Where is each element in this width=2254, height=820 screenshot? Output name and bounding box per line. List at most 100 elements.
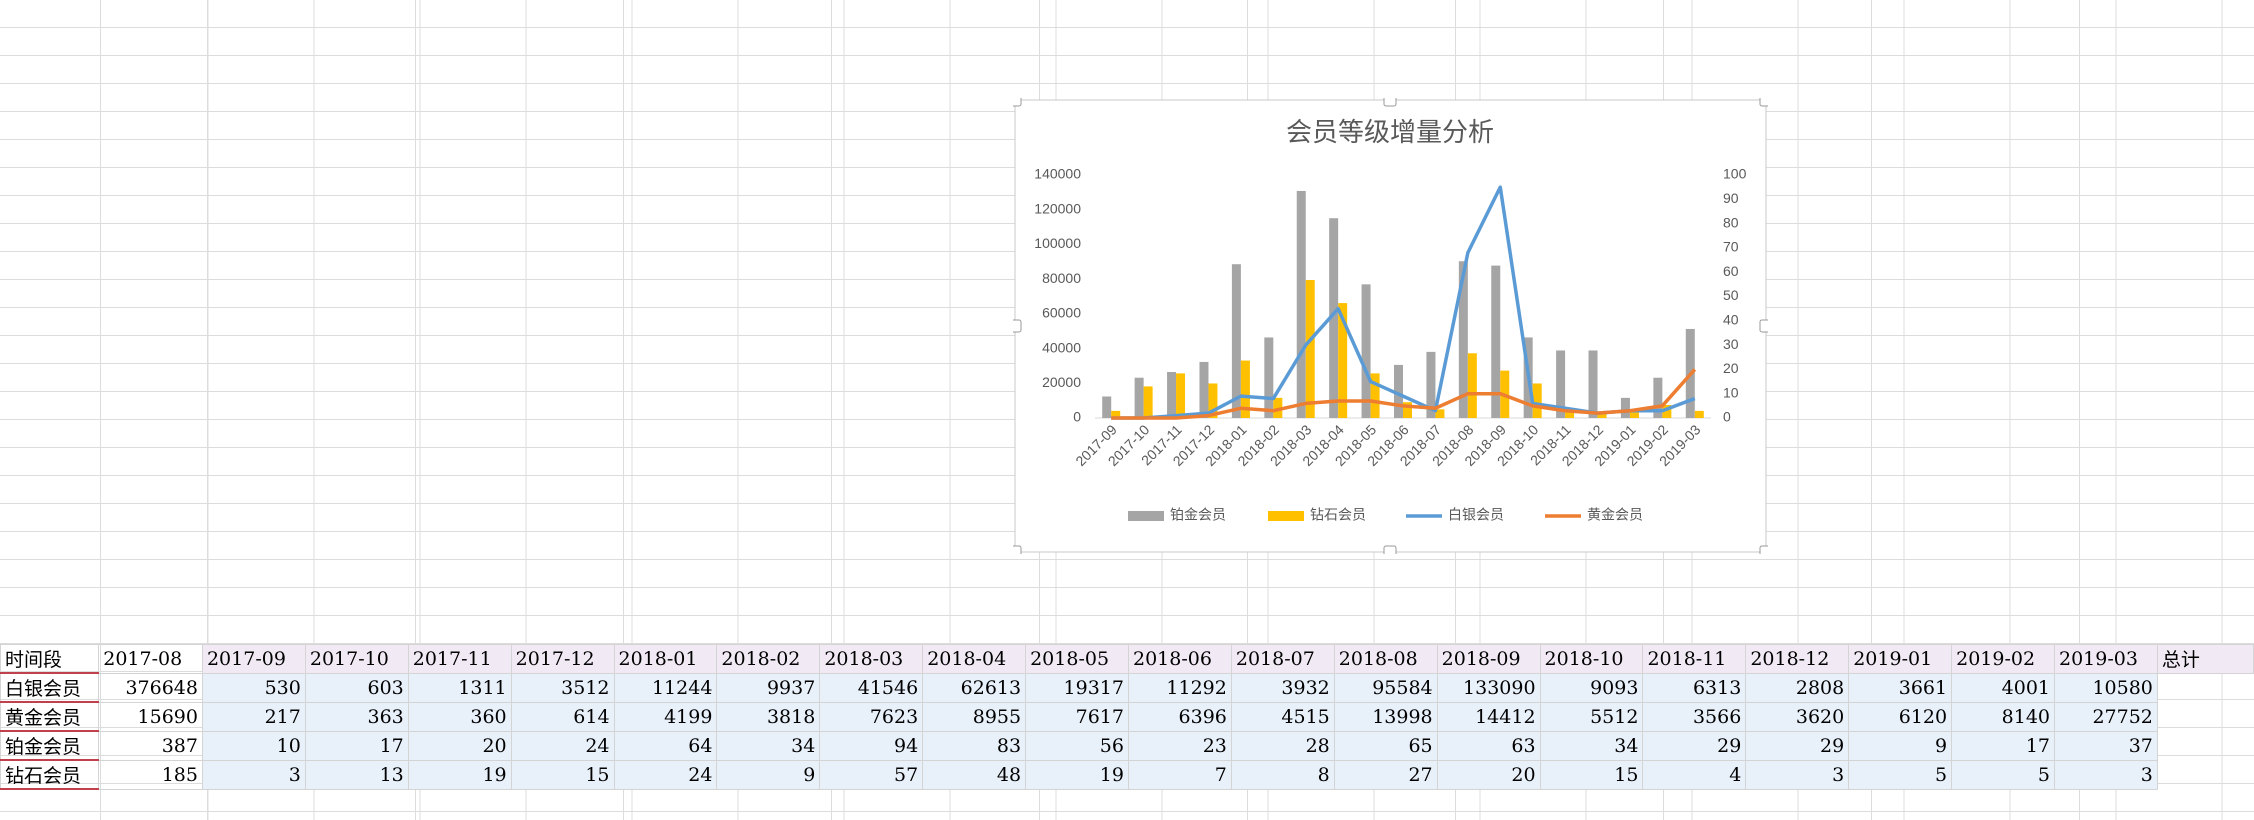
cell: 185 (98, 759, 203, 790)
cell: 13 (304, 759, 409, 790)
bar (1597, 413, 1607, 418)
y-tick-label: 20000 (1042, 374, 1081, 390)
resize-handle (1759, 98, 1768, 107)
bar (1361, 284, 1371, 418)
cell: 37 (2054, 730, 2158, 761)
header-cell: 2018-06 (1127, 644, 1232, 674)
legend-swatch (1268, 511, 1304, 521)
header-cell: 2018-01 (613, 644, 718, 674)
cell: 3512 (510, 672, 615, 703)
header-cell: 2017-11 (407, 644, 512, 674)
header-cell: 2019-03 (2054, 644, 2158, 674)
resize-handle (1759, 545, 1768, 554)
cell: 7617 (1025, 701, 1129, 732)
cell: 56 (1025, 730, 1129, 761)
cell: 4 (1642, 759, 1747, 790)
legend-label: 铂金会员 (1170, 507, 1226, 523)
bar (1394, 364, 1403, 418)
cell: 3661 (1848, 672, 1953, 703)
y-tick-label: 0 (1073, 409, 1081, 425)
cell: 4515 (1230, 701, 1335, 732)
cell: 10580 (2054, 672, 2158, 703)
bar (1296, 190, 1306, 418)
row-label: 钻石会员 (0, 759, 100, 790)
cell: 62613 (922, 672, 1027, 703)
y2-tick-label: 40 (1723, 312, 1739, 328)
cell: 65 (1333, 730, 1438, 761)
bar (1556, 350, 1566, 418)
y-tick-label: 40000 (1042, 339, 1081, 355)
header-cell: 2017-10 (304, 644, 409, 674)
bar (1102, 396, 1112, 418)
cell: 14412 (1436, 701, 1541, 732)
cell: 17 (1951, 730, 2055, 761)
y2-tick-label: 80 (1723, 214, 1739, 230)
cell: 63 (1436, 730, 1541, 761)
cell: 4199 (613, 701, 718, 732)
cell: 6120 (1848, 701, 1953, 732)
data-table: 时间段 2017-08 2017-09 2017-10 2017-11 2017-12 20… (0, 644, 2254, 790)
bar (1403, 402, 1412, 418)
cell: 8 (1230, 759, 1335, 790)
bar (1662, 404, 1672, 418)
cell: 3 (2054, 759, 2158, 790)
header-row: 时间段 2017-08 2017-09 2017-10 2017-11 2017-12 20… (0, 644, 2254, 674)
legend-label: 白银会员 (1448, 507, 1504, 523)
cell: 83 (922, 730, 1027, 761)
cell: 19317 (1025, 672, 1129, 703)
header-cell: 2018-08 (1333, 644, 1438, 674)
legend-label: 黄金会员 (1587, 507, 1643, 523)
y-tick-label: 80000 (1042, 270, 1081, 286)
y2-tick-label: 20 (1723, 360, 1739, 376)
cell: 376648 (98, 672, 203, 703)
resize-handle (1383, 98, 1397, 107)
bar (1435, 409, 1445, 418)
bar (1134, 377, 1144, 418)
cell: 13998 (1333, 701, 1438, 732)
bar (1694, 410, 1704, 418)
cell: 614 (510, 701, 615, 732)
header-cell: 2018-02 (716, 644, 821, 674)
cell: 64 (613, 730, 718, 761)
bar (1338, 303, 1348, 418)
y2-tick-label: 60 (1723, 263, 1739, 279)
cell: 9937 (716, 672, 821, 703)
cell: 387 (98, 730, 203, 761)
cell: 9093 (1539, 672, 1644, 703)
cell: 3620 (1745, 701, 1850, 732)
cell: 23 (1127, 730, 1232, 761)
y-tick-label: 60000 (1042, 305, 1081, 321)
cell: 27 (1333, 759, 1438, 790)
row-label: 铂金会员 (0, 730, 100, 761)
cell: 15 (510, 759, 615, 790)
header-cell: 2018-05 (1025, 644, 1129, 674)
y2-tick-label: 50 (1723, 287, 1739, 303)
cell: 9 (716, 759, 821, 790)
bar (1532, 383, 1542, 418)
cell: 9 (1848, 730, 1953, 761)
cell: 20 (1436, 759, 1541, 790)
cell: 27752 (2054, 701, 2158, 732)
bar (1588, 350, 1598, 418)
cell: 8140 (1951, 701, 2055, 732)
cell: 17 (304, 730, 409, 761)
data-row: 铂金会员 387 10 17 20 24 64 34 94 83 56 23 28 65 63 34 29 29 9… (0, 730, 2254, 761)
bar (1329, 218, 1339, 418)
y2-tick-label: 0 (1723, 409, 1731, 425)
bar (1111, 410, 1121, 418)
cell: 15 (1539, 759, 1644, 790)
header-cell: 2017-09 (201, 644, 306, 674)
header-cell: 2018-11 (1642, 644, 1747, 674)
cell: 7623 (819, 701, 924, 732)
cell: 8955 (922, 701, 1027, 732)
cell: 24 (613, 759, 718, 790)
bar (1176, 373, 1186, 418)
cell: 603 (304, 672, 409, 703)
chart-frame[interactable] (1014, 99, 1767, 553)
cell: 48 (922, 759, 1027, 790)
resize-handle (1013, 545, 1022, 554)
bar (1208, 383, 1218, 418)
y2-tick-label: 100 (1723, 166, 1747, 182)
cell: 95584 (1333, 672, 1438, 703)
cell: 19 (407, 759, 512, 790)
